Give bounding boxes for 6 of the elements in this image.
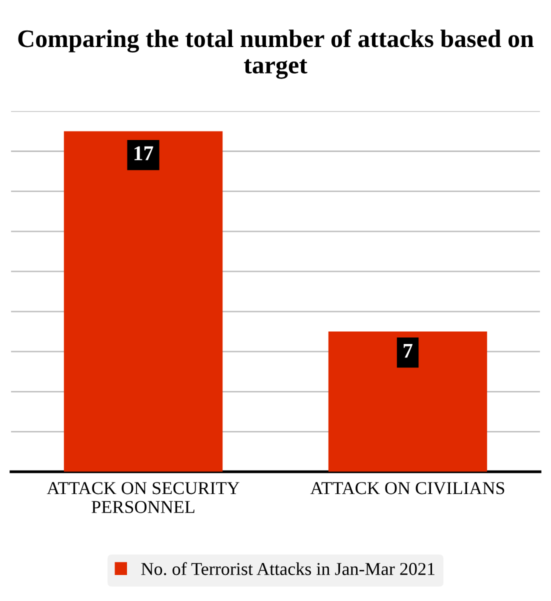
- legend-label: No. of Terrorist Attacks in Jan-Mar 2021: [141, 562, 434, 576]
- x-tick-label: ATTACK ON SECURITY PERSONNEL: [46, 482, 240, 514]
- data-label: 7: [404, 344, 412, 358]
- x-tick-label: ATTACK ON CIVILIANS: [310, 482, 504, 494]
- data-label: 17: [134, 146, 154, 160]
- chart-title: Comparing the total number of attacks based on target: [18, 29, 534, 79]
